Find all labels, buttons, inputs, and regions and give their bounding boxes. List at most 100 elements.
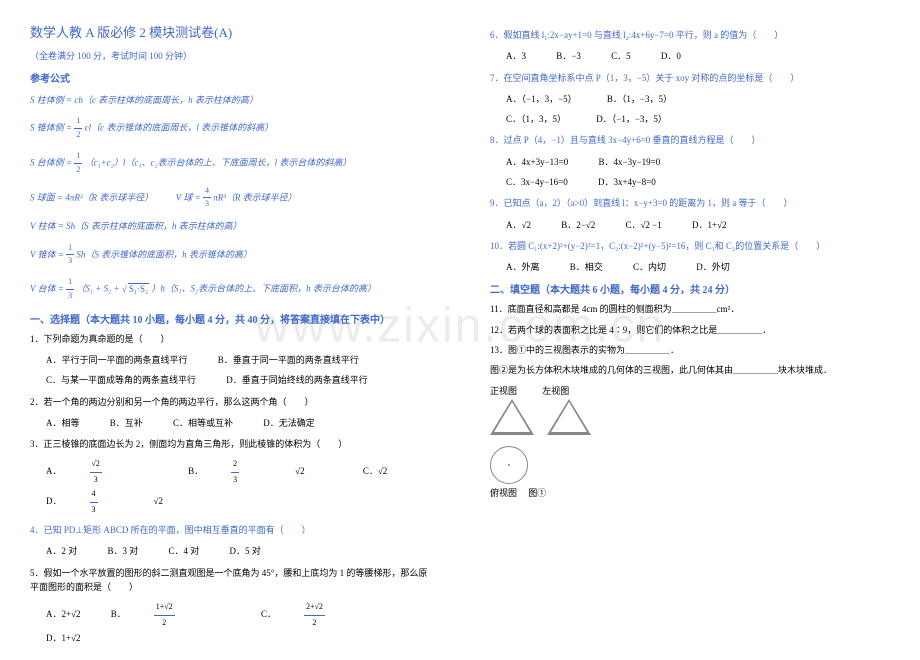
q10-opt-a: A．外离 (506, 259, 540, 275)
section-2-header: 二、填空题（本大题共 6 小题，每小题 4 分，共 24 分） (490, 281, 890, 296)
q3-opt-d: D．43√2 (46, 487, 191, 517)
f3-post: （c₁+c₂）l（c₁、c₂表示台体的上、下底面周长，l 表示台体的斜高） (85, 157, 352, 167)
q9-opt-b: B．2−√2 (561, 217, 595, 233)
formula-3: S 台体侧 = 12 （c₁+c₂）l（c₁、c₂表示台体的上、下底面周长，l … (30, 150, 430, 177)
q3-opt-b: B．23√2 (188, 457, 332, 487)
q7-opt-d: D．（−1，−3，5） (596, 111, 667, 127)
f2-pre: S 锥体侧 = (30, 123, 74, 133)
circle-top-icon (490, 446, 528, 484)
f2-post: cl（c 表示锥体的底面周长，l 表示锥体的斜高） (85, 123, 274, 133)
q3-opt-c: C．√2 (363, 463, 387, 479)
q7-opt-b: B．（1，−3，5） (607, 91, 672, 107)
formula-2: S 锥体侧 = 12 cl（c 表示锥体的底面周长，l 表示锥体的斜高） (30, 115, 430, 142)
q1-options-row1: A．平行于同一平面的两条直线平行 B．垂直于同一平面的两条直线平行 (46, 352, 430, 368)
q8-opt-a: A．4x+3y−13=0 (506, 154, 568, 170)
formula-1-text: S 柱体侧 = ch（c 表示柱体的底面周长，h 表示柱体的高） (30, 95, 258, 105)
q1-opt-c: C．与某一平面成等角的两条直线平行 (46, 372, 196, 388)
q6: 6．假如直线 l₁:2x−ay+1=0 与直线 l₂:4x+6y−7=0 平行，… (490, 28, 890, 42)
q7-opt-a: A．（−1，3，−5） (506, 91, 577, 107)
f3-frac: 12 (74, 150, 82, 177)
f7-mid: （S₁ + S₂ + (76, 284, 121, 294)
q6-opt-b: B．−3 (556, 48, 581, 64)
q8-options-row2: C．3x−4y−16=0 D．3x+4y−8=0 (506, 174, 890, 190)
q4-opt-d: D．5 对 (230, 543, 261, 559)
q7-options-row1: A．（−1，3，−5） B．（1，−3，5） (506, 91, 890, 107)
f3-pre: S 台体侧 = (30, 157, 74, 167)
q7: 7．在空间直角坐标系中点 P（1，3，−5）关于 xoy 对称的点的坐标是（ ） (490, 71, 890, 85)
formula-6: V 锥体 = 13 Sh（S 表示锥体的底面积，h 表示锥体的高） (30, 242, 430, 269)
q4-options: A．2 对 B．3 对 C．4 对 D．5 对 (46, 543, 430, 559)
formula-7: V 台体 = 13 （S₁ + S₂ + S₁·S₂ ）h（S₁、S₂表示台体的… (30, 276, 430, 303)
q8-opt-b: B．4x−3y−19=0 (598, 154, 660, 170)
left-column: 数学人教 A 版必修 2 模块测试卷(A) （全卷满分 100 分，考试时间 1… (0, 0, 460, 660)
q13: 13．图①中的三视图表示的实物为＿＿＿＿＿． (490, 343, 890, 357)
f4a: S 球面 = 4πR²（R 表示球半径） (30, 192, 153, 202)
left-view-label: 左视图 (542, 384, 592, 397)
q4: 4．已知 PD⊥矩形 ABCD 所在的平面，图中相互垂直的平面有（ ） (30, 523, 430, 537)
q2-opt-a: A．相等 (46, 415, 80, 431)
q9-opt-a: A．√2 (506, 217, 531, 233)
doc-subtitle: （全卷满分 100 分，考试时间 100 分钟） (30, 49, 430, 62)
f7-frac: 13 (66, 276, 74, 303)
q5-opt-b: B．1+√22 (111, 600, 231, 630)
page-container: 数学人教 A 版必修 2 模块测试卷(A) （全卷满分 100 分，考试时间 1… (0, 0, 920, 660)
triangle-front-icon (490, 399, 534, 435)
q2-opt-d: D．无法确定 (263, 415, 315, 431)
right-column: 6．假如直线 l₁:2x−ay+1=0 与直线 l₂:4x+6y−7=0 平行，… (460, 0, 920, 660)
q9-opt-d: D．1+√2 (692, 217, 727, 233)
q1: 1．下列命题为真命题的是（ ） (30, 332, 430, 346)
q14: 图②是为长方体积木块堆成的几何体的三视图，此几何体其由＿＿＿＿＿块木块堆成． (490, 363, 890, 377)
f6-pre: V 锥体 = (30, 249, 66, 259)
f6-post: Sh（S 表示锥体的底面积，h 表示锥体的高） (76, 249, 252, 259)
formula-header: 参考公式 (30, 70, 430, 85)
q4-opt-b: B．3 对 (108, 543, 139, 559)
q5-opt-a: A．2+√2 (46, 606, 81, 622)
f2-frac: 12 (74, 115, 82, 142)
q1-opt-b: B．垂直于同一平面的两条直线平行 (218, 352, 359, 368)
q3: 3．正三棱锥的底面边长为 2，侧面均为直角三角形，则此棱锥的体积为（ ） (30, 437, 430, 451)
q2: 2．若一个角的两边分别和另一个角的两边平行，那么这两个角（ ） (30, 395, 430, 409)
q1-opt-a: A．平行于同一平面的两条直线平行 (46, 352, 188, 368)
q8-opt-c: C．3x−4y−16=0 (506, 174, 568, 190)
f4b-frac: 43 (203, 185, 211, 212)
doc-title: 数学人教 A 版必修 2 模块测试卷(A) (30, 22, 430, 41)
q3-opt-a: A．√23 (46, 457, 158, 487)
f4b-post: πR³（R 表示球半径） (213, 192, 296, 202)
q10-opt-c: C．内切 (633, 259, 666, 275)
formula-1: S 柱体侧 = ch（c 表示柱体的底面周长，h 表示柱体的高） (30, 93, 430, 107)
q4-opt-c: C．4 对 (169, 543, 200, 559)
q2-options: A．相等 B．互补 C．相等或互补 D．无法确定 (46, 415, 430, 431)
formula-4: S 球面 = 4πR²（R 表示球半径） V 球 = 43 πR³（R 表示球半… (30, 185, 430, 212)
f4b-pre: V 球 = (176, 192, 203, 202)
q6-opt-a: A．3 (506, 48, 526, 64)
q10-opt-d: D．外切 (696, 259, 730, 275)
q3-options: A．√23 B．23√2 C．√2 D．43√2 (46, 457, 430, 517)
q7-opt-c: C．（1，3，5） (506, 111, 566, 127)
f7-pre: V 台体 = (30, 284, 66, 294)
f7-sqrt: S₁·S₂ (122, 282, 149, 296)
f7-post: ）h（S₁、S₂表示台体的上、下底面积，h 表示台体的高） (151, 284, 376, 294)
q12: 12．若两个球的表面积之比是 4∶9，则它们的体积之比是＿＿＿＿＿． (490, 323, 890, 337)
q4-opt-a: A．2 对 (46, 543, 77, 559)
q5: 5．假如一个水平放置的图形的斜二测直观图是一个底角为 45°，腰和上底均为 1 … (30, 566, 430, 595)
q2-opt-c: C．相等或互补 (173, 415, 233, 431)
top-view-label: 俯视图 图① (490, 486, 890, 499)
section-1-header: 一、选择题（本大题共 10 小题，每小题 4 分，共 40 分，将答案直接填在下… (30, 311, 430, 326)
f5-text: V 柱体 = Sh（S 表示柱体的底面积，h 表示柱体的高） (30, 221, 242, 231)
q6-options: A．3 B．−3 C．5 D．0 (506, 48, 890, 64)
q10-opt-b: B．相交 (570, 259, 603, 275)
q1-options-row2: C．与某一平面成等角的两条直线平行 D．垂直于同始终线的两条直线平行 (46, 372, 430, 388)
q9: 9．已知点（a，2）（a>0）到直线 l：x−y+3=0 的距离为 1，则 a … (490, 196, 890, 210)
formula-5: V 柱体 = Sh（S 表示柱体的底面积，h 表示柱体的高） (30, 219, 430, 233)
triangle-row (490, 399, 890, 438)
q10: 10．若圆 C₁:(x+2)²+(y−2)²=1，C₂:(x−2)²+(y−5)… (490, 239, 890, 253)
q5-opt-c: C．2+√22 (261, 600, 381, 630)
q1-opt-d: D．垂直于同始终线的两条直线平行 (226, 372, 368, 388)
q6-opt-c: C．5 (611, 48, 631, 64)
shape-labels-row: 正视图 左视图 (490, 384, 890, 397)
q5-opt-d: D．1+√2 (46, 630, 81, 646)
shapes-container: 正视图 左视图 俯视图 图① (490, 384, 890, 499)
f6-frac: 13 (66, 242, 74, 269)
q11: 11．底面直径和高都是 4cm 的圆柱的侧面积为＿＿＿＿＿cm²． (490, 302, 890, 316)
q6-opt-d: D．0 (661, 48, 681, 64)
